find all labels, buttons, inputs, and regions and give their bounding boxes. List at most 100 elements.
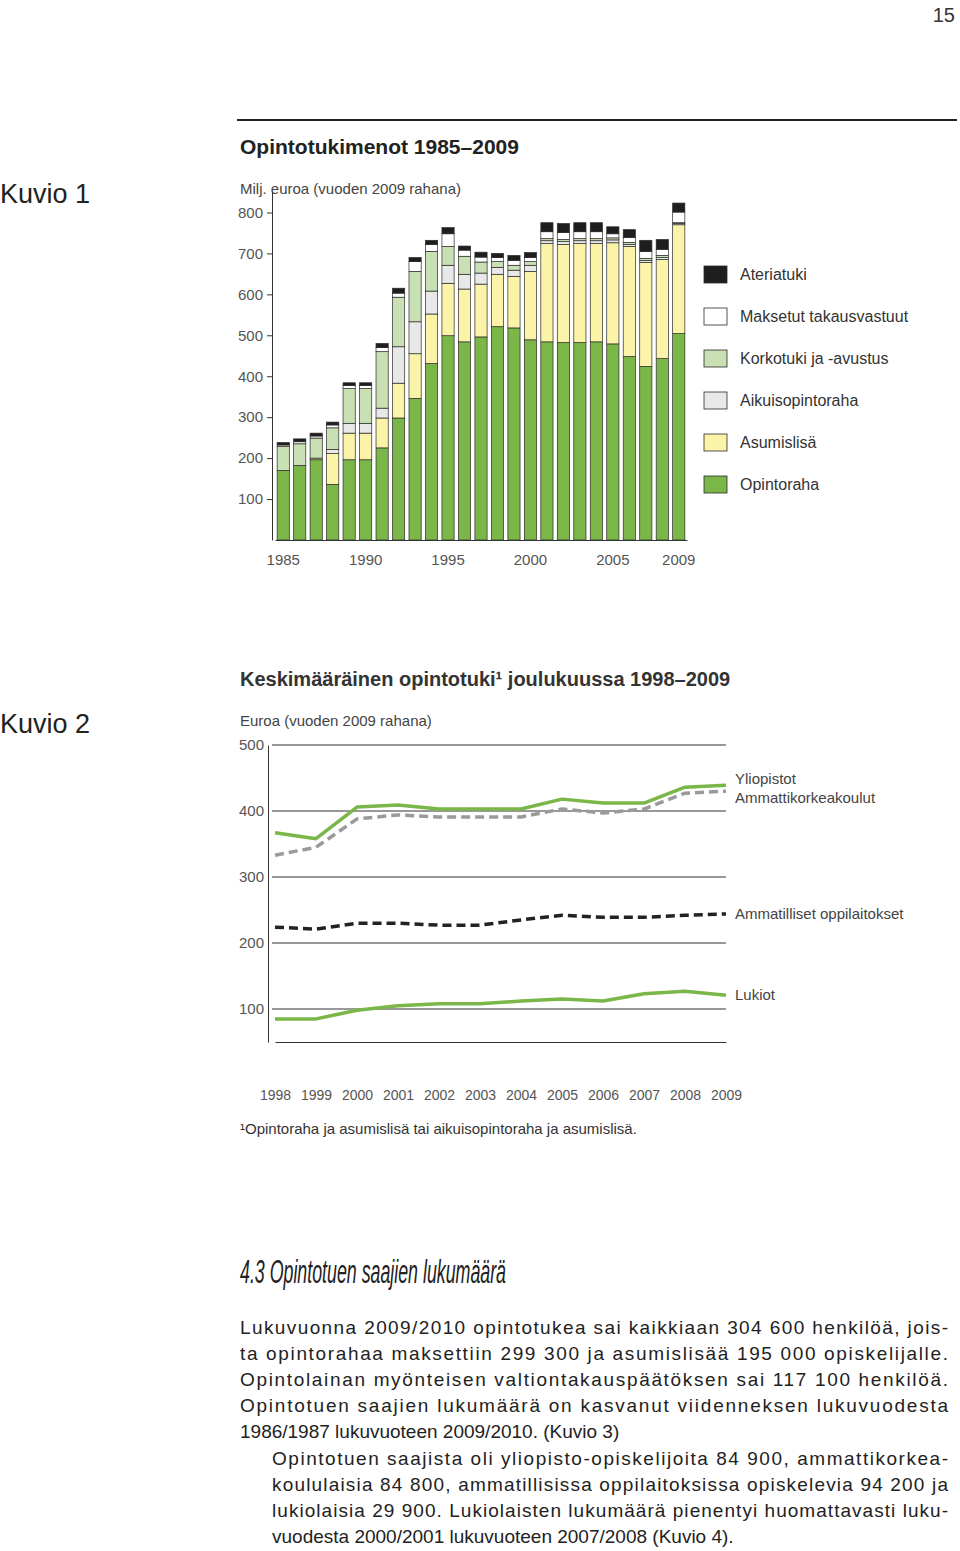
body-line: Opintotuen saajien lukumäärä on kasvanut… bbox=[240, 1395, 948, 1416]
bar-segment bbox=[343, 389, 355, 424]
bar-segment bbox=[656, 249, 668, 255]
bar-segment bbox=[475, 273, 487, 284]
tick-label: 400 bbox=[239, 802, 264, 819]
bar-segment bbox=[524, 258, 536, 262]
bar-segment bbox=[541, 232, 553, 239]
tick-label: 500 bbox=[239, 736, 264, 753]
series-labels: YliopistotAmmattikorkeakoulutAmmatillise… bbox=[735, 770, 904, 1003]
bar-segment bbox=[475, 252, 487, 257]
tick-label: 700 bbox=[238, 245, 263, 262]
bar-segment bbox=[376, 343, 388, 347]
tick: 200 bbox=[239, 934, 268, 951]
bar-segment bbox=[590, 241, 602, 244]
tick-label: 2009 bbox=[662, 551, 695, 568]
tick-mark bbox=[267, 458, 272, 459]
bar-segment bbox=[327, 450, 339, 454]
bar-segment bbox=[508, 276, 520, 328]
bar-segment bbox=[508, 260, 520, 265]
legend-label: Korkotuki ja -avustus bbox=[740, 350, 889, 367]
bar-segment bbox=[673, 203, 685, 212]
bar-segment bbox=[458, 246, 470, 250]
tick-label: 800 bbox=[238, 204, 263, 221]
tick-label: 2001 bbox=[383, 1087, 414, 1103]
bar-segment bbox=[343, 433, 355, 460]
tick: 1998 bbox=[260, 1042, 291, 1103]
tick-label: 300 bbox=[239, 868, 264, 885]
bar-segment bbox=[574, 241, 586, 244]
bar-segment bbox=[590, 232, 602, 239]
body-line: ta opintorahaa maksettiin 299 300 ja asu… bbox=[240, 1343, 948, 1364]
tick-mark bbox=[267, 417, 272, 418]
tick: 2005 bbox=[547, 1042, 578, 1103]
bar-segment bbox=[425, 240, 437, 244]
tick: 2006 bbox=[588, 1042, 619, 1103]
bar-segment bbox=[491, 274, 503, 326]
bar-segment bbox=[607, 240, 619, 243]
legend-swatch bbox=[704, 308, 727, 325]
bar-segment bbox=[376, 408, 388, 418]
bar-segment bbox=[458, 256, 470, 274]
y-axis: 100200300400500600700800 bbox=[238, 193, 273, 541]
tick: 300 bbox=[239, 868, 268, 885]
line-series bbox=[275, 991, 726, 1019]
legend-item: Opintoraha bbox=[704, 476, 819, 493]
bar-segment bbox=[294, 444, 306, 466]
bar-segment bbox=[623, 246, 635, 356]
tick-label: 2006 bbox=[588, 1087, 619, 1103]
grid-line bbox=[272, 877, 726, 878]
bar-segment bbox=[557, 244, 569, 342]
bar-segment bbox=[656, 359, 668, 540]
bar-segment bbox=[343, 460, 355, 540]
tick: 800 bbox=[238, 204, 272, 221]
bar-segment bbox=[310, 433, 322, 436]
tick-label: 2008 bbox=[670, 1087, 701, 1103]
bar-segment bbox=[327, 484, 339, 540]
bar-segment bbox=[475, 257, 487, 262]
tick: 200 bbox=[238, 449, 272, 466]
tick: 500 bbox=[238, 327, 272, 344]
bar-segment bbox=[673, 224, 685, 225]
bar-segment bbox=[623, 357, 635, 540]
bar-segment bbox=[442, 234, 454, 247]
bar-series bbox=[277, 327, 685, 540]
legend-label: Ateriatuki bbox=[740, 266, 807, 283]
legend-label: Aikuisopintoraha bbox=[740, 392, 858, 409]
rule bbox=[237, 119, 957, 121]
tick: 2007 bbox=[629, 1042, 660, 1103]
bar-series bbox=[277, 203, 685, 445]
bar-segment bbox=[640, 262, 652, 366]
tick-label: 600 bbox=[238, 286, 263, 303]
tick-label: 1990 bbox=[349, 551, 382, 568]
bar-segment bbox=[310, 460, 322, 540]
bar-series bbox=[277, 223, 685, 471]
bar-segment bbox=[360, 386, 372, 389]
bar-segment bbox=[442, 265, 454, 283]
tick-label: 2004 bbox=[506, 1087, 537, 1103]
line-series bbox=[275, 914, 726, 929]
body-line: Lukuvuonna 2009/2010 opintotukea sai kai… bbox=[240, 1317, 948, 1338]
legend-swatch bbox=[704, 392, 727, 409]
body-line: Opintolainan myönteisen valtiontakauspää… bbox=[240, 1369, 948, 1390]
tick-label: 1995 bbox=[431, 551, 464, 568]
bar-segment bbox=[409, 322, 421, 354]
bar-segment bbox=[524, 271, 536, 339]
tick-label: 2007 bbox=[629, 1087, 660, 1103]
bar-segment bbox=[607, 234, 619, 238]
bar-segment bbox=[376, 348, 388, 352]
tick-label: 400 bbox=[238, 368, 263, 385]
grid-line bbox=[272, 745, 726, 746]
bar-segment bbox=[458, 274, 470, 289]
bar-segment bbox=[425, 244, 437, 251]
legend-item: Korkotuki ja -avustus bbox=[704, 350, 889, 367]
tick-label: 200 bbox=[238, 449, 263, 466]
bar-segment bbox=[409, 354, 421, 399]
legend-item: Asumislisä bbox=[704, 434, 817, 451]
bar-segment bbox=[607, 344, 619, 540]
legend-item: Aikuisopintoraha bbox=[704, 392, 858, 409]
bar-segment bbox=[524, 253, 536, 258]
footnote: ¹Opintoraha ja asumislisä tai aikuisopin… bbox=[240, 1120, 637, 1137]
chart-title: Keskimääräinen opintotuki¹ joulukuussa 1… bbox=[240, 668, 730, 690]
grid bbox=[272, 745, 726, 1009]
bar-segment bbox=[393, 293, 405, 297]
bar-segment bbox=[442, 228, 454, 234]
